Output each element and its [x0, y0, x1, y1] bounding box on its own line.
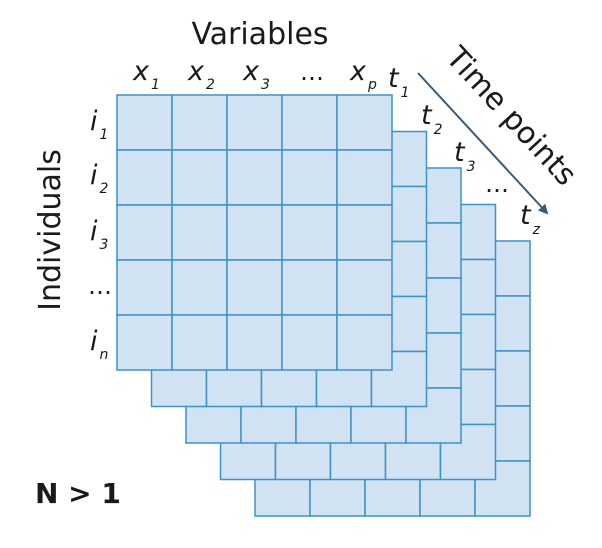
grid-cell: [226, 149, 283, 206]
grid-cell: [281, 204, 338, 261]
time-point-label: …: [485, 170, 509, 198]
grid-cell: [171, 314, 228, 371]
grid-cell: [116, 259, 173, 316]
grid-cell: [226, 94, 283, 151]
grid-cell: [116, 149, 173, 206]
grid-cell: [336, 94, 393, 151]
grid-cell: [171, 94, 228, 151]
grid-cell: [336, 259, 393, 316]
grid-cell: [226, 204, 283, 261]
grid-cell: [281, 149, 338, 206]
variable-labels: x 1 x 2 x 3 … x p: [132, 56, 377, 93]
n-label: N > 1: [35, 477, 121, 510]
grid-cell: [439, 423, 497, 481]
grid-cell: [226, 314, 283, 371]
individual-label: …: [88, 272, 112, 300]
grid-cell: [281, 259, 338, 316]
grid-cell: [116, 204, 173, 261]
time-point-labels: t 1 t 2 t 3 … t z: [388, 63, 541, 238]
grid-cell: [171, 204, 228, 261]
grid-cell: [226, 259, 283, 316]
grid-cell: [336, 314, 393, 371]
individual-labels: i 1 i 2 i 3 … i n: [88, 106, 112, 363]
individuals-title: Individuals: [33, 149, 68, 311]
grid-cell: [171, 259, 228, 316]
grid-cell: [281, 314, 338, 371]
grid-cell: [116, 94, 173, 151]
grid-cell: [116, 314, 173, 371]
time-slice-grids: [116, 94, 531, 517]
variable-label: …: [300, 58, 324, 86]
time-slice-grid-1: [116, 94, 393, 371]
variables-title: Variables: [191, 17, 328, 52]
time-arrow: [417, 72, 549, 215]
grid-cell: [171, 149, 228, 206]
grid-cell: [336, 149, 393, 206]
grid-cell: [281, 94, 338, 151]
grid-cell: [336, 204, 393, 261]
